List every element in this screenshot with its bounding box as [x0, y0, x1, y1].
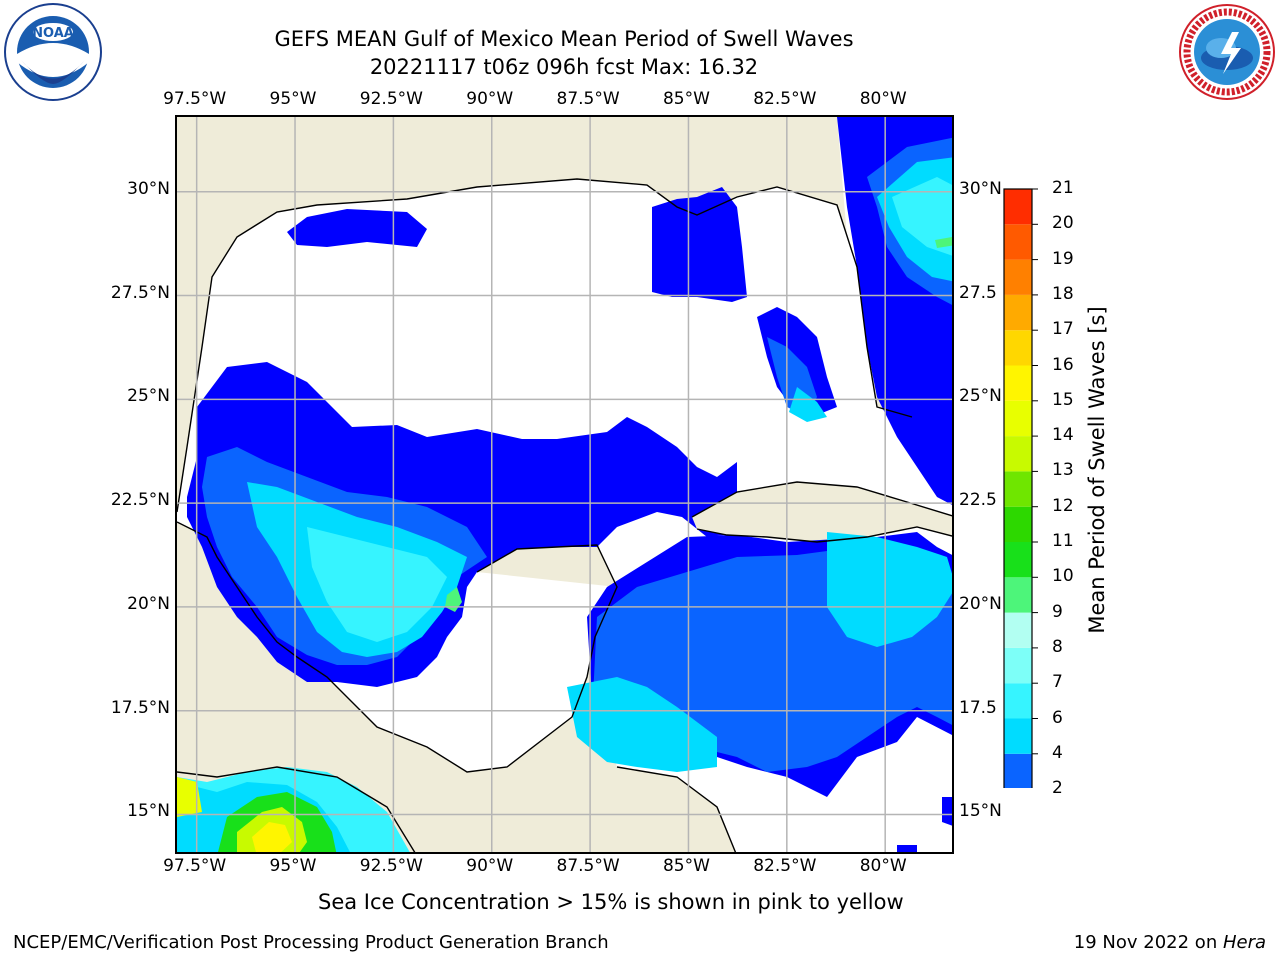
title-line-1: GEFS MEAN Gulf of Mexico Mean Period of … — [274, 27, 854, 51]
noaa-logo: NOAA — [3, 2, 103, 102]
colorbar-label-12: 16 — [1052, 354, 1074, 375]
lat-tick-left-6: 15°N — [127, 801, 170, 822]
footer-date: 19 Nov 2022 on Hera — [1074, 932, 1266, 953]
colorbar-bin-10 — [1004, 400, 1032, 437]
colorbar-bin-3 — [1004, 647, 1032, 684]
colorbar-bin-7 — [1004, 506, 1032, 542]
colorbar-bin-16 — [1004, 189, 1032, 225]
colorbar-label-2: 6 — [1052, 707, 1063, 728]
yucatan-land — [177, 522, 736, 852]
colorbar-label-7: 11 — [1052, 531, 1074, 551]
lat-tick-left-5: 17.5°N — [110, 697, 170, 718]
colorbar-label-8: 12 — [1052, 495, 1074, 516]
colorbar-label-4: 8 — [1052, 636, 1063, 657]
colorbar-bin-15 — [1004, 224, 1032, 260]
lat-tick-right-6: 15°N — [959, 801, 1002, 822]
lon-tick-bottom-4: 87.5°W — [556, 856, 620, 876]
colorbar-bin-6 — [1004, 542, 1032, 578]
colorbar-bin-0 — [1004, 753, 1032, 790]
svg-text:NOAA: NOAA — [32, 26, 74, 41]
lat-tick-right-0: 30°N — [959, 178, 1002, 199]
lat-tick-right-5: 17.5 — [959, 697, 997, 718]
nws-logo — [1177, 2, 1277, 102]
lon-tick-bottom-5: 85°W — [662, 856, 710, 876]
lon-tick-bottom-3: 90°W — [466, 856, 514, 876]
lon-tick-bottom-1: 95°W — [269, 856, 317, 876]
lon-tick-top-2: 92.5°W — [359, 89, 423, 109]
colorbar-bin-14 — [1004, 259, 1032, 295]
sea-ice-note: Sea Ice Concentration > 15% is shown in … — [318, 890, 904, 914]
pacific-high-period — [177, 767, 410, 852]
lon-tick-top-0: 97.5°W — [163, 89, 227, 109]
lon-tick-bottom-0: 97.5°W — [163, 856, 227, 876]
footer-date-text: 19 Nov 2022 on — [1073, 932, 1223, 953]
lon-tick-top-6: 82.5°W — [753, 89, 817, 109]
colorbar — [1003, 188, 1038, 819]
colorbar-label-17: 21 — [1052, 178, 1074, 198]
colorbar-label-14: 18 — [1052, 283, 1074, 304]
colorbar-bin-8 — [1004, 471, 1032, 507]
lon-tick-top-3: 90°W — [466, 89, 514, 109]
lon-tick-bottom-7: 80°W — [859, 856, 907, 876]
cuba-land — [692, 482, 952, 542]
lat-tick-left-1: 27.5°N — [110, 282, 170, 303]
swell-7-9s — [445, 237, 952, 612]
lat-tick-right-4: 20°N — [959, 593, 1002, 614]
colorbar-label-1: 4 — [1052, 742, 1063, 763]
footer-host: Hera — [1222, 932, 1266, 953]
colorbar-bin-13 — [1004, 294, 1032, 331]
colorbar-label-11: 15 — [1052, 389, 1074, 410]
colorbar-bin-11 — [1004, 365, 1032, 401]
colorbar-label-16: 20 — [1052, 213, 1074, 234]
colorbar-label-15: 19 — [1052, 248, 1074, 269]
colorbar-label-13: 17 — [1052, 319, 1074, 340]
graticule — [177, 117, 952, 852]
lat-tick-left-3: 22.5°N — [110, 490, 170, 511]
lon-tick-bottom-6: 82.5°W — [753, 856, 817, 876]
colorbar-label-10: 14 — [1052, 425, 1074, 446]
lat-tick-right-2: 25°N — [959, 386, 1002, 407]
lat-tick-right-3: 22.5 — [959, 490, 997, 511]
colorbar-label-0: 2 — [1052, 778, 1063, 799]
map-plot — [175, 115, 954, 854]
colorbar-bin-1 — [1004, 718, 1032, 754]
colorbar-bin-2 — [1004, 683, 1032, 719]
coastlines — [177, 178, 952, 852]
lon-tick-top-4: 87.5°W — [556, 89, 620, 109]
lon-tick-bottom-2: 92.5°W — [359, 856, 423, 876]
lon-tick-top-1: 95°W — [269, 89, 317, 109]
lat-tick-left-2: 25°N — [127, 386, 170, 407]
colorbar-bin-9 — [1004, 436, 1032, 472]
lat-tick-left-4: 20°N — [127, 593, 170, 614]
title-line-2: 20221117 t06z 096h fcst Max: 16.32 — [369, 55, 759, 79]
swell-6-7s — [307, 177, 952, 642]
lon-tick-top-5: 85°W — [662, 89, 710, 109]
colorbar-label-5: 9 — [1052, 601, 1063, 622]
colorbar-label-6: 10 — [1052, 566, 1074, 587]
colorbar-bin-12 — [1004, 330, 1032, 366]
colorbar-title: Mean Period of Swell Waves [s] — [1085, 306, 1109, 634]
colorbar-label-9: 13 — [1052, 460, 1074, 481]
colorbar-label-3: 7 — [1052, 672, 1063, 693]
lat-tick-left-0: 30°N — [127, 178, 170, 199]
colorbar-bin-4 — [1004, 612, 1032, 648]
lat-tick-right-1: 27.5 — [959, 282, 997, 303]
lon-tick-top-7: 80°W — [859, 89, 907, 109]
footer-credit: NCEP/EMC/Verification Post Processing Pr… — [13, 932, 609, 953]
colorbar-bin-5 — [1004, 577, 1032, 613]
